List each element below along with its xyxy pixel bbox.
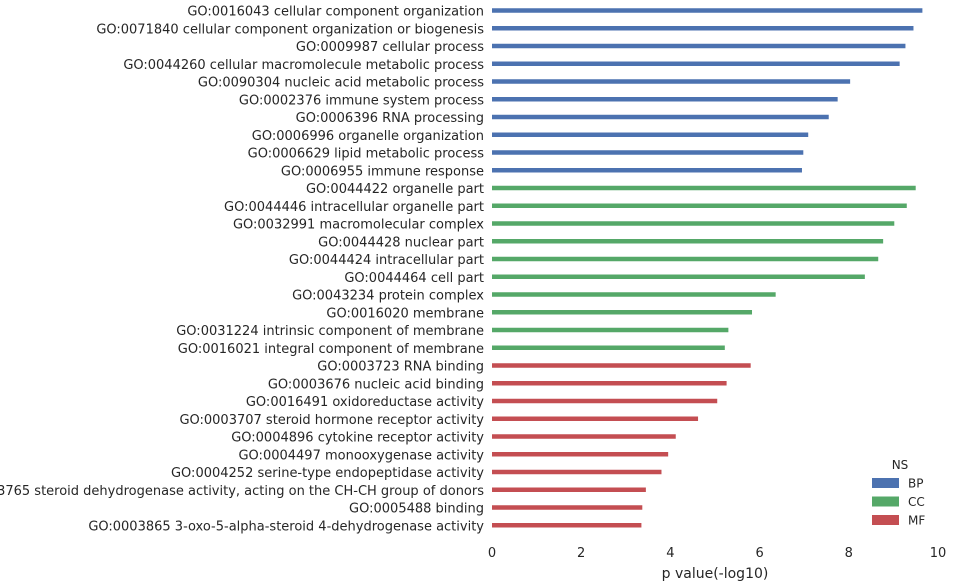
bar-mf [492,487,646,492]
bar-bp [492,8,923,13]
bar-bp [492,26,914,31]
bar-mf [492,398,718,404]
category-label: GO:0044464 cell part [344,271,484,286]
legend-swatch-cc [872,496,899,507]
category-label: GO:0031224 intrinsic component of membra… [176,324,484,339]
x-tick-label: 10 [930,546,947,561]
bar-group [492,8,923,528]
bar-cc [492,185,916,191]
category-label: GO:0003723 RNA binding [317,360,484,375]
bar-cc [492,274,865,279]
x-tick-label: 8 [845,546,853,561]
bar-bp [492,150,804,155]
bar-mf [492,363,751,368]
bar-mf [492,469,662,475]
category-label: GO:0033765 steroid dehydrogenase activit… [0,484,484,499]
category-label: GO:0044446 intracellular organelle part [224,200,484,215]
category-label: GO:0016491 oxidoreductase activity [246,395,484,410]
bar-mf [492,381,727,386]
category-label: GO:0006955 immune response [281,164,484,179]
bar-mf [492,452,669,457]
category-label: GO:0016020 membrane [326,306,484,321]
category-label: GO:0004497 monooxygenase activity [238,448,484,463]
bar-mf [492,434,676,439]
category-label: GO:0005488 binding [349,502,484,517]
category-label: GO:0044424 intracellular part [289,253,484,268]
category-label: GO:0004252 serine-type endopeptidase act… [171,466,484,481]
bar-bp [492,97,838,102]
bar-bp [492,79,851,84]
category-label: GO:0003865 3-oxo-5-alpha-steroid 4-dehyd… [88,519,484,534]
legend-label-mf: MF [908,514,925,528]
x-tick-label: 0 [488,546,496,561]
legend-swatch-bp [872,478,899,488]
category-label: GO:0006396 RNA processing [296,111,484,126]
bar-cc [492,310,753,315]
bar-mf [492,416,699,421]
category-label: GO:0071840 cellular component organizati… [96,22,484,37]
bar-bp [492,61,900,66]
category-label: GO:0004896 cytokine receptor activity [231,431,484,446]
category-label: GO:0006996 organelle organization [252,129,484,144]
bar-cc [492,292,776,297]
category-label: GO:0003707 steroid hormone receptor acti… [179,413,484,428]
category-label: GO:0090304 nucleic acid metabolic proces… [198,76,484,91]
bar-cc [492,345,725,350]
bar-bp [492,132,809,137]
category-label: GO:0043234 protein complex [292,289,484,304]
legend: NS BP CC MF [872,458,925,528]
bar-mf [492,505,643,510]
bar-mf [492,523,642,528]
bar-bp [492,168,802,173]
x-tick-label: 2 [577,546,585,561]
category-label: GO:0044422 organelle part [306,182,484,197]
category-label: GO:0006629 lipid metabolic process [248,147,485,162]
category-label: GO:0044428 nuclear part [318,235,484,250]
x-tick-label: 6 [755,546,763,561]
bar-cc [492,256,879,262]
bar-bp [492,114,829,120]
category-label: GO:0016021 integral component of membran… [178,342,484,357]
legend-swatch-mf [872,515,899,525]
bar-bp [492,43,906,49]
bar-cc [492,239,884,244]
category-label: GO:0002376 immune system process [239,93,484,108]
bar-cc [492,327,729,333]
x-axis-ticks: 0 2 4 6 8 10 [488,546,946,561]
legend-label-bp: BP [908,477,923,491]
category-label: GO:0032991 macromolecular complex [233,218,484,233]
category-label: GO:0016043 cellular component organizati… [187,5,484,20]
legend-label-cc: CC [908,495,925,509]
bar-cc [492,203,907,208]
category-label: GO:0009987 cellular process [296,40,484,55]
category-labels: GO:0016043 cellular component organizati… [0,5,484,535]
bar-cc [492,221,895,226]
x-tick-label: 4 [666,546,674,561]
category-label: GO:0044260 cellular macromolecule metabo… [123,58,484,73]
category-label: GO:0003676 nucleic acid binding [268,377,484,392]
legend-title: NS [892,458,909,472]
x-axis-title: p value(-log10) [662,566,769,582]
